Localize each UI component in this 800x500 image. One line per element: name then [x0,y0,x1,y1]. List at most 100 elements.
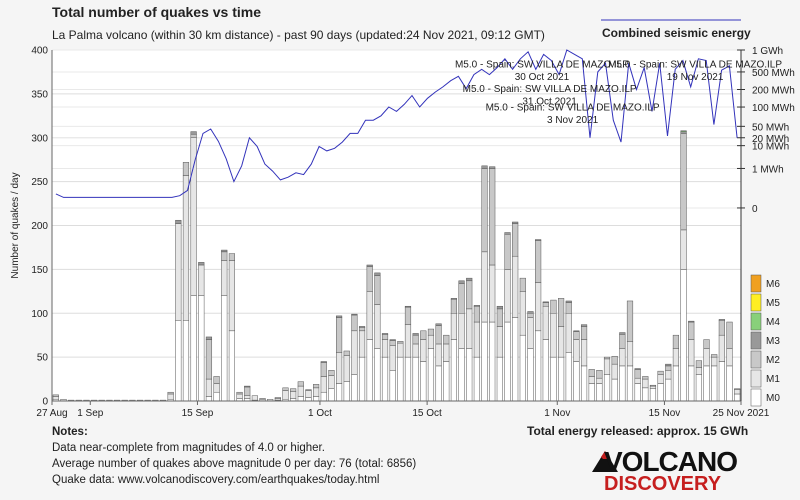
bar-segment-M3 [466,277,473,282]
bar-segment-M0 [182,320,190,402]
bar-segment-M2 [466,280,473,310]
bar-segment-M0 [221,295,228,402]
bar-segment-M1 [282,390,289,400]
bar-segment-M2 [458,283,465,314]
bar-segment-M0 [450,339,457,402]
magnitude-swatch-M5 [750,293,762,312]
y-tick-label: 50 [37,353,49,364]
bar-segment-M3 [496,305,503,310]
x-tick-label: 25 Nov 2021 [713,408,770,419]
event-annotation-date: 30 Oct 2021 [515,72,570,83]
bar-segment-M1 [634,377,641,384]
notes-line[interactable]: Quake data: www.volcanodiscovery.com/ear… [52,474,380,486]
bar-segment-M1 [389,345,396,371]
bar-segment-M1 [657,374,664,384]
bar-segment-M1 [313,387,320,397]
bar-segment-M2 [672,334,680,349]
bar-segment-M2 [336,317,343,353]
bar-segment-M0 [672,365,680,402]
bar-segment-M0 [351,374,358,402]
bar-segment-M1 [328,375,335,389]
bar-segment-M1 [320,376,327,393]
bar-segment-M1 [343,355,350,382]
bar-segment-M1 [558,326,565,358]
bar-segment-M1 [443,343,450,362]
bar-segment-M2 [389,340,396,346]
volcanodiscovery-logo[interactable]: VOLCANO DISCOVERY [590,446,790,498]
bar-segment-M2 [52,394,59,397]
magnitude-swatch-M3 [750,331,762,350]
bar-segment-M0 [489,321,496,402]
bar-segment-M0 [565,352,572,402]
bar-segment-M1 [358,330,366,358]
chart-title: Total number of quakes vs time [52,4,262,20]
bar-segment-M2 [619,334,626,349]
bar-segment-M1 [550,313,557,358]
magnitude-swatch-M1 [750,369,762,388]
bar-segment-M2 [558,298,565,327]
bar-segment-M0 [175,320,182,402]
event-annotation: M5.0 - Spain: SW VILLA DE MAZO.ILP [455,60,629,71]
bar-segment-M0 [649,388,657,402]
bar-segment-M0 [366,339,373,402]
bar-segment-M1 [190,137,197,296]
bar-segment-M2 [351,314,358,332]
bar-segment-M1 [435,343,442,367]
bar-segment-M1 [274,398,281,401]
bar-segment-M2 [734,388,741,390]
bar-segment-M1 [672,348,680,367]
bar-segment-M0 [412,356,419,402]
bar-segment-M3 [435,323,442,326]
bar-segment-M0 [397,356,404,402]
bar-segment-M0 [328,388,335,402]
bar-segment-M3 [404,305,412,308]
bar-segment-M1 [519,291,526,336]
bar-segment-M1 [626,341,634,367]
bar-segment-M2 [221,251,228,261]
bar-segment-M0 [596,383,603,402]
bar-segment-M0 [320,391,327,402]
bar-segment-M2 [182,162,190,176]
bar-segment-M2 [259,398,266,400]
bar-segment-M0 [603,374,611,402]
bar-segment-M2 [213,376,220,384]
bar-segment-M0 [642,387,649,402]
bar-segment-M2 [527,313,534,318]
event-annotation: M5.0 - Spain: SW VILLA DE MAZO.ILP [463,84,637,95]
bar-segment-M2 [412,334,419,345]
bar-segment-M1 [726,348,733,367]
volcano-icon [592,451,618,472]
bar-segment-M0 [435,365,442,402]
bar-segment-M0 [473,356,480,402]
bar-segment-M0 [466,348,473,402]
bar-segment-M3 [565,300,572,303]
bar-segment-M0 [711,365,718,402]
x-tick-label: 1 Nov [544,408,570,419]
bar-segment-M3 [221,249,228,253]
bar-segment-M0 [626,365,634,402]
bar-segment-M1 [412,343,419,358]
bar-segment-M1 [374,304,381,349]
bar-segment-M3 [450,298,457,300]
bar-segment-M1 [688,339,695,367]
energy-line [55,49,738,198]
bar-segment-M1 [565,313,572,353]
bar-segment-M2 [512,223,519,257]
bar-segment-M0 [458,348,465,402]
bar-segment-M1 [649,385,657,389]
bar-segment-M2 [320,362,327,377]
bar-segment-M0 [343,381,350,402]
bar-segment-M2 [473,305,480,323]
bar-segment-M3 [205,336,213,340]
bar-segment-M2 [726,321,733,349]
energy-tick-label: 10 MWh [752,142,789,153]
bar-segment-M2 [603,356,611,360]
bar-segment-M0 [535,330,542,402]
energy-tick-label: 100 MWh [752,103,795,114]
bar-segment-M2 [504,234,511,270]
energy-tick-label: 1 MWh [752,164,784,175]
bar-segment-M3 [458,280,465,284]
bar-segment-M1 [251,395,258,401]
energy-legend-label: Combined seismic energy [602,26,751,40]
bar-segment-M1 [512,255,519,318]
